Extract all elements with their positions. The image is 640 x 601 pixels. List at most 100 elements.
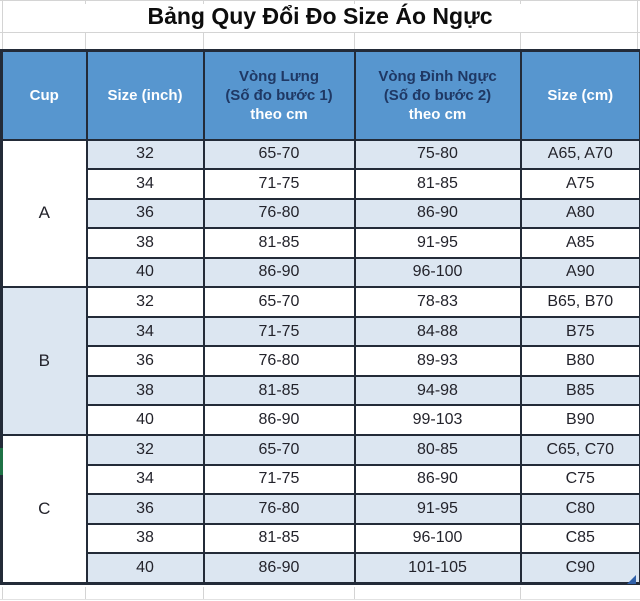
gridline xyxy=(85,33,86,49)
table-row: 40 86-90 96-100 A90 xyxy=(2,256,640,289)
cell-size-inch: 36 xyxy=(85,493,205,525)
cell-size-cm: A85 xyxy=(519,227,640,259)
cell-size-inch: 36 xyxy=(85,197,205,230)
cell-vong-dinh-nguc: 81-85 xyxy=(353,168,522,200)
table-row: 40 86-90 101-105 C90 xyxy=(2,552,640,585)
cell-size-inch: 32 xyxy=(85,138,205,171)
cell-size-inch: 38 xyxy=(85,374,205,407)
cell-size-cm: B85 xyxy=(519,374,640,407)
cell-size-cm: C65, C70 xyxy=(519,433,640,466)
cell-size-cm: C85 xyxy=(519,522,640,555)
cell-vong-lung: 76-80 xyxy=(202,493,356,525)
cell-vong-lung: 81-85 xyxy=(202,374,356,407)
cell-size-inch: 40 xyxy=(85,552,205,585)
cell-vong-dinh-nguc: 94-98 xyxy=(353,374,522,407)
gridline xyxy=(520,0,521,4)
table-row: 34 71-75 86-90 C75 xyxy=(2,463,640,496)
gridline xyxy=(354,33,355,49)
cell-size-inch: 32 xyxy=(85,286,205,318)
cell-vong-dinh-nguc: 80-85 xyxy=(353,433,522,466)
cell-vong-dinh-nguc: 89-93 xyxy=(353,345,522,377)
cell-size-inch: 40 xyxy=(85,256,205,289)
gridline xyxy=(354,0,355,4)
gridline xyxy=(0,32,640,33)
cell-vong-lung: 86-90 xyxy=(202,256,356,289)
cell-size-inch: 36 xyxy=(85,345,205,377)
cup-cell-a: A xyxy=(0,138,88,289)
cup-cell-c: C xyxy=(0,433,88,585)
cell-vong-lung: 71-75 xyxy=(202,463,356,496)
gridline xyxy=(2,0,3,49)
cell-size-inch: 38 xyxy=(85,522,205,555)
cell-vong-lung: 76-80 xyxy=(202,197,356,230)
header-cup-label: Cup xyxy=(29,86,59,104)
cell-vong-lung: 86-90 xyxy=(202,552,356,585)
cell-size-cm: B90 xyxy=(519,404,640,436)
cell-size-cm: C75 xyxy=(519,463,640,496)
header-size-cm: Size (cm) xyxy=(519,49,640,141)
size-conversion-table: Cup Size (inch) Vòng Lưng (Số đo bước 1)… xyxy=(0,49,640,585)
page-title: Bảng Quy Đổi Đo Size Áo Ngực xyxy=(0,0,640,32)
gridline xyxy=(0,0,640,1)
cell-vong-dinh-nguc: 91-95 xyxy=(353,227,522,259)
table-row: 36 76-80 89-93 B80 xyxy=(2,345,640,377)
header-vong-lung-line2: (Số đo bước 1) xyxy=(225,86,333,104)
header-vong-lung: Vòng Lưng (Số đo bước 1) theo cm xyxy=(202,49,356,141)
cell-size-cm: A90 xyxy=(519,256,640,289)
gridline xyxy=(520,587,521,600)
cell-vong-lung: 65-70 xyxy=(202,138,356,171)
gridline xyxy=(637,0,638,49)
gridline xyxy=(203,33,204,49)
gridline xyxy=(520,33,521,49)
table-row: 38 81-85 94-98 B85 xyxy=(2,374,640,407)
cell-vong-lung: 71-75 xyxy=(202,168,356,200)
header-size-cm-label: Size (cm) xyxy=(547,86,614,104)
table-row: B 32 65-70 78-83 B65, B70 xyxy=(0,286,640,436)
header-vong-lung-line3: theo cm xyxy=(250,105,308,123)
cell-size-inch: 38 xyxy=(85,227,205,259)
cell-size-cm: B80 xyxy=(519,345,640,377)
gridline xyxy=(85,0,86,4)
cell-vong-dinh-nguc: 96-100 xyxy=(353,256,522,289)
cell-vong-lung: 81-85 xyxy=(202,227,356,259)
cup-cell-b: B xyxy=(0,286,88,436)
header-vong-dinh-nguc-line1: Vòng Đỉnh Ngực xyxy=(378,67,497,85)
table-header: Cup Size (inch) Vòng Lưng (Số đo bước 1)… xyxy=(0,49,640,141)
cell-vong-dinh-nguc: 99-103 xyxy=(353,404,522,436)
header-vong-lung-line1: Vòng Lưng xyxy=(238,67,319,85)
gridline xyxy=(354,587,355,600)
cell-vong-dinh-nguc: 86-90 xyxy=(353,463,522,496)
gridline xyxy=(0,599,640,600)
header-vong-dinh-nguc-line2: (Số đo bước 2) xyxy=(383,86,492,104)
cell-vong-dinh-nguc: 91-95 xyxy=(353,493,522,525)
cell-vong-dinh-nguc: 75-80 xyxy=(353,138,522,171)
cell-vong-dinh-nguc: 101-105 xyxy=(353,552,522,585)
header-size-inch-label: Size (inch) xyxy=(107,86,183,104)
cell-vong-lung: 86-90 xyxy=(202,404,356,436)
cell-vong-dinh-nguc: 84-88 xyxy=(353,315,522,348)
cell-size-inch: 34 xyxy=(85,168,205,200)
table-row: 36 76-80 86-90 A80 xyxy=(2,197,640,230)
gridline xyxy=(203,587,204,600)
header-size-inch: Size (inch) xyxy=(85,49,205,141)
cell-size-cm: A80 xyxy=(519,197,640,230)
cell-vong-lung: 65-70 xyxy=(202,286,356,318)
cell-vong-dinh-nguc: 86-90 xyxy=(353,197,522,230)
cell-vong-lung: 71-75 xyxy=(202,315,356,348)
cell-vong-dinh-nguc: 78-83 xyxy=(353,286,522,318)
cell-size-cm: C90 xyxy=(519,552,640,585)
table-row: C 32 65-70 80-85 C65, C70 xyxy=(0,433,640,585)
row-selection-mark xyxy=(0,448,3,475)
table-row: 34 71-75 84-88 B75 xyxy=(2,315,640,348)
cell-size-cm: B75 xyxy=(519,315,640,348)
table-row: 38 81-85 91-95 A85 xyxy=(2,227,640,259)
table-body: A 32 65-70 75-80 A65, A70 34 71-75 81-85… xyxy=(0,138,640,585)
cell-size-cm: A65, A70 xyxy=(519,138,640,171)
table-row: 40 86-90 99-103 B90 xyxy=(2,404,640,436)
cell-size-cm: A75 xyxy=(519,168,640,200)
cell-size-cm: B65, B70 xyxy=(519,286,640,318)
cell-size-inch: 34 xyxy=(85,463,205,496)
cell-vong-lung: 81-85 xyxy=(202,522,356,555)
header-row: Cup Size (inch) Vòng Lưng (Số đo bước 1)… xyxy=(0,49,640,141)
